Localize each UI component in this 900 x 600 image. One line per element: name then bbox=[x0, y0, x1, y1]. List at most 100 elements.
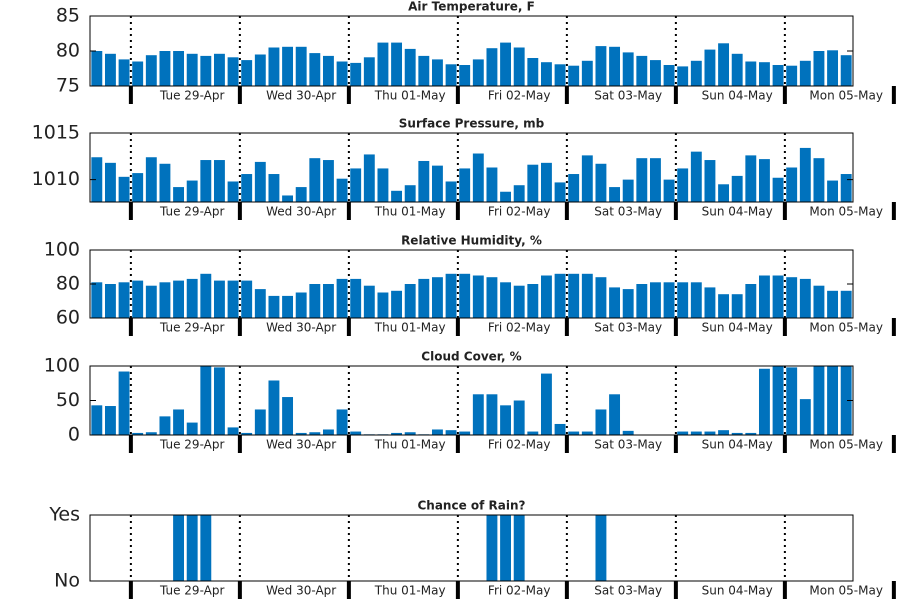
y-tick-label: 85 bbox=[56, 5, 80, 27]
bar bbox=[254, 409, 266, 435]
bar bbox=[609, 394, 621, 435]
bar bbox=[254, 54, 266, 86]
bar bbox=[622, 289, 634, 318]
y-tick-label: 1010 bbox=[32, 168, 80, 190]
bar bbox=[213, 367, 225, 435]
y-tick-label: 75 bbox=[56, 75, 80, 97]
bar bbox=[813, 366, 825, 435]
plot-frame bbox=[89, 365, 854, 436]
bar bbox=[813, 51, 825, 86]
bar bbox=[513, 400, 525, 435]
y-tick-label: 100 bbox=[44, 239, 80, 261]
bar bbox=[145, 432, 157, 435]
bar bbox=[622, 179, 634, 202]
bar bbox=[786, 277, 798, 318]
x-tick-label: Wed 30-Apr bbox=[266, 584, 336, 598]
bar bbox=[200, 366, 212, 435]
bar bbox=[500, 405, 512, 435]
bar bbox=[704, 160, 716, 202]
bar bbox=[472, 59, 484, 86]
x-tick-label: Tue 29-Apr bbox=[159, 89, 224, 103]
bar bbox=[173, 280, 185, 318]
y-tick-label: 1015 bbox=[32, 122, 80, 144]
bar bbox=[363, 154, 375, 202]
bar bbox=[609, 187, 621, 202]
bar bbox=[391, 290, 403, 318]
bar bbox=[663, 65, 675, 86]
bar bbox=[200, 160, 212, 202]
bar bbox=[268, 47, 280, 86]
x-tick-label: Mon 05-May bbox=[809, 321, 883, 335]
bar bbox=[104, 284, 116, 318]
bar bbox=[772, 275, 784, 318]
x-tick-label: Wed 30-Apr bbox=[266, 205, 336, 219]
bar bbox=[431, 59, 443, 86]
bar bbox=[336, 409, 348, 435]
bar bbox=[827, 180, 839, 202]
bar bbox=[718, 294, 730, 318]
bar bbox=[200, 55, 212, 86]
bar bbox=[404, 185, 416, 202]
bar bbox=[418, 160, 430, 202]
x-tick-label: Thu 01-May bbox=[374, 321, 446, 335]
bar bbox=[431, 277, 443, 318]
bar bbox=[772, 366, 784, 435]
bar bbox=[745, 284, 757, 318]
bar bbox=[350, 278, 362, 318]
bar bbox=[704, 287, 716, 318]
bar bbox=[731, 175, 743, 202]
bar bbox=[350, 431, 362, 435]
bar bbox=[799, 60, 811, 86]
bar bbox=[118, 371, 130, 435]
bar bbox=[391, 42, 403, 86]
bar bbox=[690, 282, 702, 318]
bar bbox=[568, 431, 580, 435]
bar bbox=[241, 432, 253, 435]
bar bbox=[404, 284, 416, 318]
x-tick-label: Fri 02-May bbox=[488, 438, 551, 452]
bar bbox=[649, 158, 661, 202]
bar bbox=[336, 178, 348, 202]
bar bbox=[104, 406, 116, 435]
bar bbox=[745, 61, 757, 86]
bar bbox=[486, 48, 498, 86]
bar bbox=[282, 295, 294, 318]
bar bbox=[500, 515, 512, 581]
bar bbox=[91, 157, 103, 202]
bar bbox=[377, 292, 389, 318]
bar bbox=[459, 168, 471, 202]
bar bbox=[513, 185, 525, 202]
x-tick-label: Sun 04-May bbox=[702, 584, 773, 598]
x-tick-label: Mon 05-May bbox=[809, 438, 883, 452]
bar bbox=[772, 177, 784, 202]
x-tick-label: Sun 04-May bbox=[702, 321, 773, 335]
bar bbox=[500, 191, 512, 202]
bar bbox=[718, 430, 730, 435]
y-tick-label: 0 bbox=[68, 424, 80, 446]
x-tick-label: Fri 02-May bbox=[488, 205, 551, 219]
bar bbox=[186, 180, 198, 202]
bar bbox=[636, 55, 648, 86]
bar bbox=[309, 158, 321, 202]
bar bbox=[772, 65, 784, 86]
bar bbox=[513, 285, 525, 318]
y-tick-label: Yes bbox=[48, 504, 80, 526]
bar bbox=[132, 173, 144, 202]
bar bbox=[322, 160, 334, 202]
bar bbox=[186, 515, 198, 581]
bar bbox=[527, 431, 539, 435]
bar bbox=[472, 394, 484, 435]
bar bbox=[200, 515, 212, 581]
bar bbox=[690, 60, 702, 86]
bar bbox=[677, 168, 689, 202]
bar bbox=[595, 277, 607, 318]
x-tick-label: Fri 02-May bbox=[488, 321, 551, 335]
bar bbox=[745, 155, 757, 202]
bar bbox=[663, 282, 675, 318]
bar bbox=[731, 53, 743, 86]
bar bbox=[595, 46, 607, 86]
bar bbox=[459, 431, 471, 435]
bar bbox=[213, 280, 225, 318]
bar bbox=[745, 432, 757, 435]
y-tick-label: 80 bbox=[56, 273, 80, 295]
